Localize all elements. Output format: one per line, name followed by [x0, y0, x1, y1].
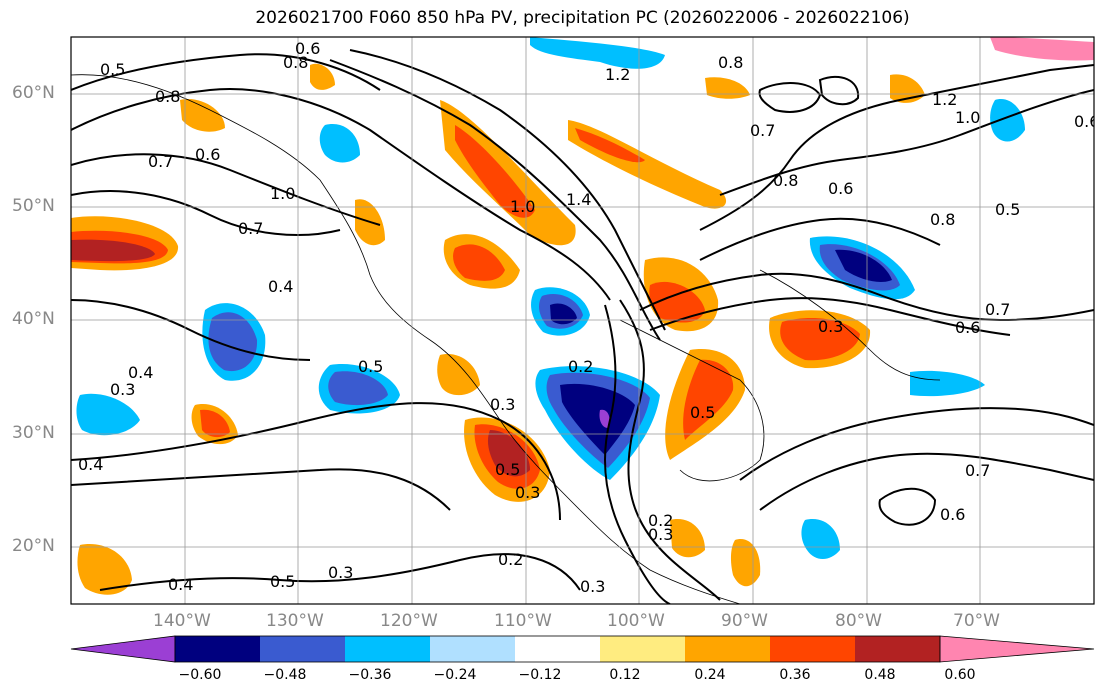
contour-label: 0.3: [328, 563, 353, 582]
colorbar-max-arrow: [939, 635, 1095, 663]
colorbar-segment: [515, 636, 600, 662]
shading-layer: [71, 37, 1094, 595]
colorbar-segment: [345, 636, 430, 662]
lon-label: 140°W: [153, 611, 211, 631]
colorbar-segment: [260, 636, 345, 662]
colorbar-tick-label: 0.36: [779, 667, 811, 683]
map-title: 2026021700 F060 850 hPa PV, precipitatio…: [255, 8, 910, 28]
contour-label: 1.0: [270, 184, 295, 203]
contour-label: 0.7: [750, 121, 775, 140]
lat-label: 60°N: [12, 83, 55, 103]
contour-label: 0.7: [965, 461, 990, 480]
contour-label: 0.3: [515, 483, 540, 502]
colorbar-tick-label: 0.48: [864, 667, 896, 683]
contour-label: 1.4: [566, 190, 591, 209]
contour-label: 1.0: [510, 197, 535, 216]
contour-label: 0.5: [995, 200, 1020, 219]
colorbar-tick-label: 0.12: [609, 667, 641, 683]
contour-label: 0.7: [148, 152, 173, 171]
lon-label: 100°W: [607, 611, 665, 631]
contour-label: 0.8: [283, 53, 308, 72]
contour-label: 0.2: [648, 511, 673, 530]
contour-labels: 0.6 0.8 0.5 1.2 0.8 0.8 0.6 1.2 1.0 0.7 …: [78, 39, 1099, 596]
contour-label: 1.2: [605, 65, 630, 84]
colorbar-segment: [770, 636, 855, 662]
lon-label: 110°W: [494, 611, 552, 631]
contour-label: 0.3: [580, 577, 605, 596]
lat-label: 20°N: [12, 536, 55, 556]
lon-label: 90°W: [721, 611, 768, 631]
colorbar-tick-label: −0.60: [178, 667, 222, 683]
contour-label: 0.4: [268, 277, 293, 296]
contour-label: 0.3: [110, 380, 135, 399]
lon-label: 80°W: [835, 611, 882, 631]
contour-label: 1.2: [932, 90, 957, 109]
lon-label: 70°W: [953, 611, 1000, 631]
lat-label: 40°N: [12, 309, 55, 329]
lat-label: 50°N: [12, 196, 55, 216]
contour-label: 0.5: [495, 460, 520, 479]
lon-label: 120°W: [380, 611, 438, 631]
lon-label: 130°W: [266, 611, 324, 631]
colorbar-tick-label: −0.36: [348, 667, 392, 683]
contour-label: 0.4: [128, 363, 153, 382]
lat-label: 30°N: [12, 423, 55, 443]
contour-label: 0.5: [690, 403, 715, 422]
contour-label: 0.7: [985, 300, 1010, 319]
colorbar: [70, 635, 1095, 663]
contour-label: 0.3: [818, 317, 843, 336]
contour-label: 0.6: [828, 179, 853, 198]
contour-label: 0.4: [168, 575, 193, 594]
colorbar-min-arrow: [70, 635, 176, 663]
colorbar-segment: [430, 636, 515, 662]
colorbar-tick-label: 0.60: [944, 667, 976, 683]
contour-label: 0.6: [295, 39, 320, 58]
colorbar-tick-label: −0.24: [433, 667, 477, 683]
pv-contours: [71, 49, 1094, 604]
coastlines: [71, 74, 941, 604]
plot-frame: [70, 36, 1095, 605]
colorbar-tick-label: −0.12: [518, 667, 562, 683]
contour-label: 0.5: [358, 357, 383, 376]
contour-label: 0.7: [238, 219, 263, 238]
contour-label: 0.6: [955, 318, 980, 337]
contour-label: 0.8: [930, 210, 955, 229]
contour-label: 0.2: [568, 357, 593, 376]
contour-label: 0.2: [498, 550, 523, 569]
colorbar-segment: [600, 636, 685, 662]
contour-label: 0.3: [648, 525, 673, 544]
contour-label: 0.8: [718, 53, 743, 72]
colorbar-tick-label: −0.48: [263, 667, 307, 683]
contour-label: 0.6: [195, 145, 220, 164]
contour-label: 0.4: [78, 455, 103, 474]
colorbar-segment: [685, 636, 770, 662]
contour-label: 0.6: [940, 505, 965, 524]
contour-label: 0.8: [155, 87, 180, 106]
gridlines: [71, 37, 1094, 604]
contour-label: 0.3: [490, 395, 515, 414]
colorbar-segment: [855, 636, 940, 662]
contour-label: 0.5: [100, 60, 125, 79]
colorbar-tick-label: 0.24: [694, 667, 726, 683]
contour-label: 0.5: [270, 572, 295, 591]
contour-label: 0.6: [1074, 112, 1099, 131]
contour-label: 1.0: [955, 108, 980, 127]
contour-label: 0.8: [773, 171, 798, 190]
colorbar-segment: [175, 636, 260, 662]
